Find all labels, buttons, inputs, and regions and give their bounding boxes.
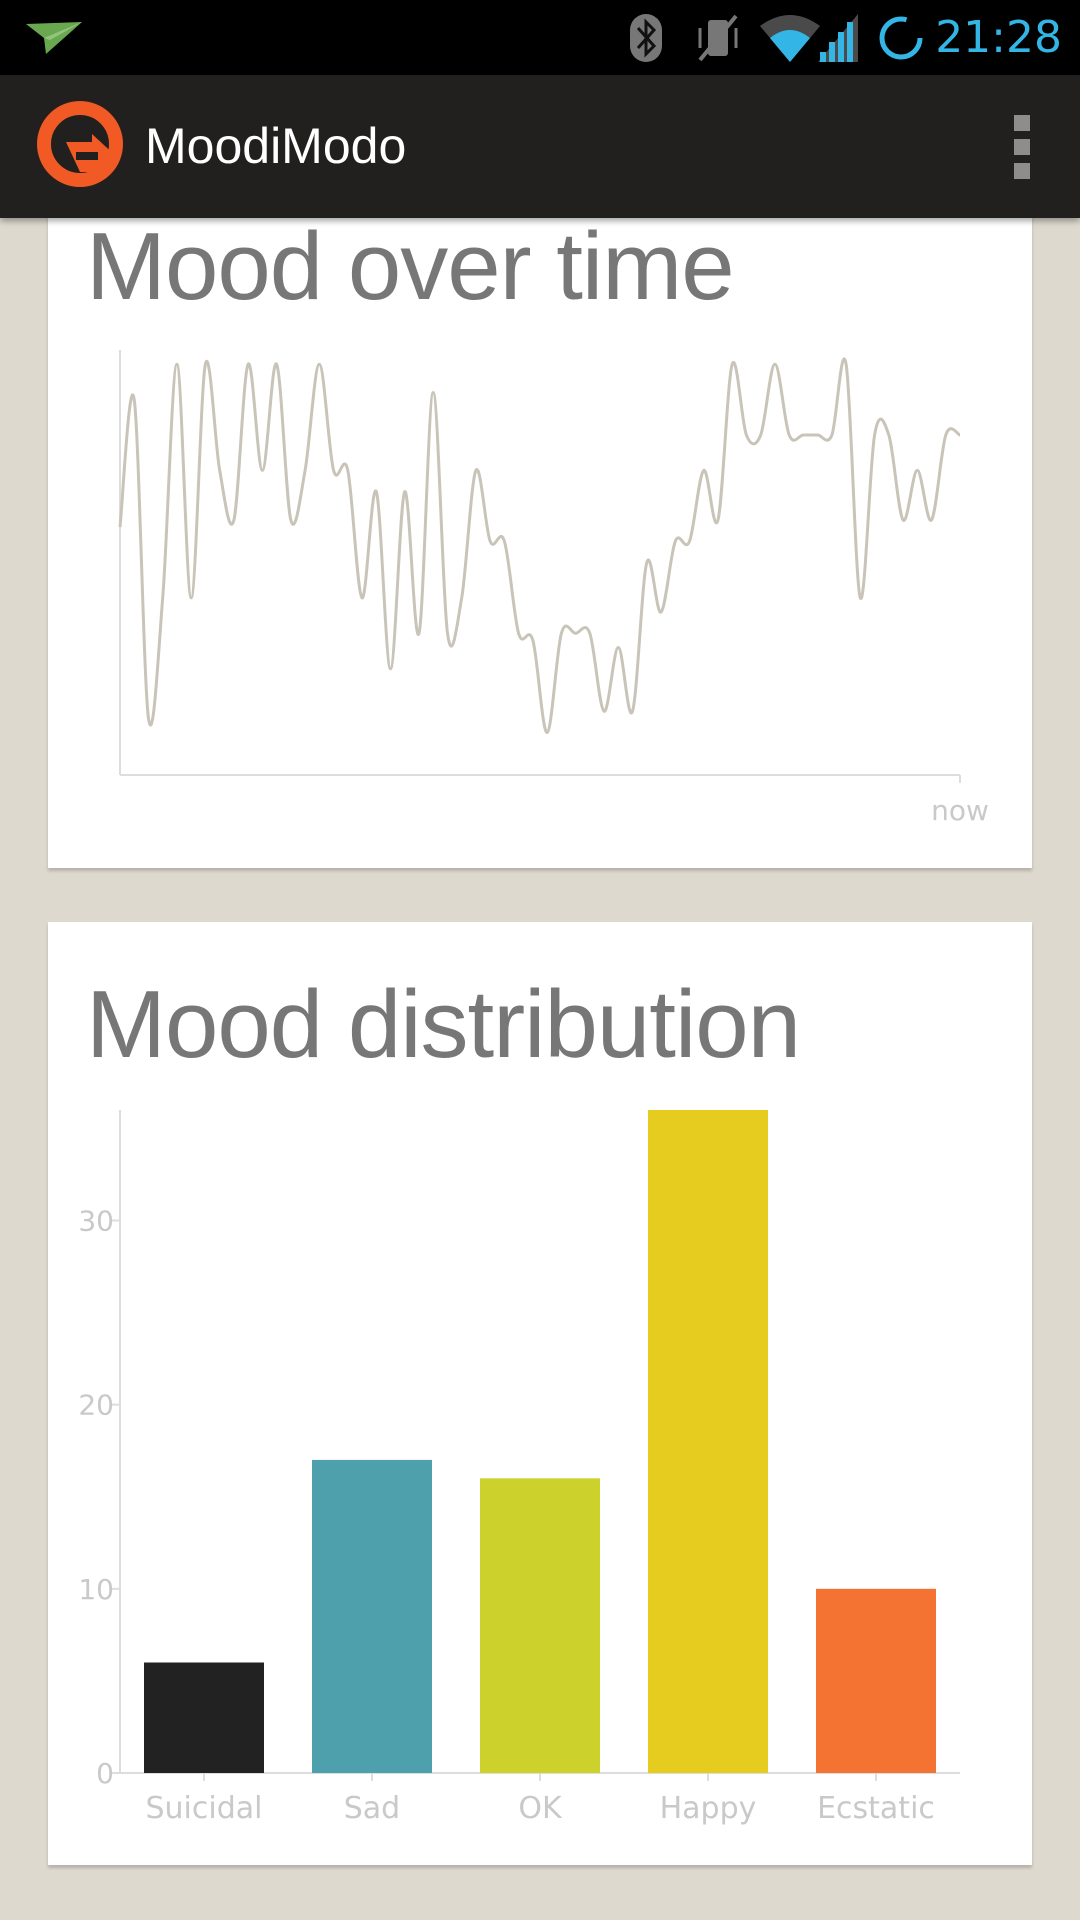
category-label-ok: OK (518, 1791, 563, 1826)
y-tick-label: 30 (78, 1205, 114, 1238)
app-logo-icon[interactable] (36, 98, 128, 190)
signal-icon (818, 14, 858, 62)
action-bar: MoodiModo (0, 75, 1080, 218)
category-label-happy: Happy (660, 1791, 757, 1826)
mood-distribution-card: Mood distribution 0 10 20 30 Suicidal Sad OK Ha… (48, 922, 1032, 1865)
notification-plane-icon (26, 22, 82, 54)
x-axis-now-label: now (931, 794, 989, 827)
bar-ok[interactable] (480, 1478, 600, 1773)
bluetooth-icon (630, 14, 662, 62)
bar-suicidal[interactable] (144, 1662, 264, 1774)
category-label-sad: Sad (344, 1791, 400, 1826)
overflow-menu-icon[interactable] (1010, 115, 1034, 179)
mood-distribution-chart: 0 10 20 30 Suicidal Sad OK Happy Ecstatic (78, 1110, 960, 1826)
sync-progress-icon (879, 16, 923, 60)
y-tick-label: 20 (78, 1389, 114, 1422)
y-tick-label: 10 (78, 1573, 114, 1606)
wifi-icon (760, 15, 820, 62)
category-label-suicidal: Suicidal (146, 1791, 263, 1826)
bar-sad[interactable] (312, 1459, 432, 1773)
vibrate-muted-icon (698, 14, 738, 62)
mood-over-time-chart: now (118, 350, 989, 827)
bar-ecstatic[interactable] (816, 1588, 936, 1773)
mood-over-time-card: Mood over time now (48, 210, 1032, 868)
category-label-ecstatic: Ecstatic (817, 1791, 935, 1826)
mood-series-line (118, 357, 961, 735)
mood-over-time-title: Mood over time (86, 213, 735, 320)
app-title: MoodiModo (145, 118, 407, 174)
bar-happy[interactable] (648, 1110, 768, 1773)
mood-distribution-title: Mood distribution (86, 971, 801, 1078)
y-tick-label: 0 (96, 1757, 114, 1790)
status-bar: 21:28 (0, 0, 1080, 75)
status-clock: 21:28 (935, 12, 1062, 63)
